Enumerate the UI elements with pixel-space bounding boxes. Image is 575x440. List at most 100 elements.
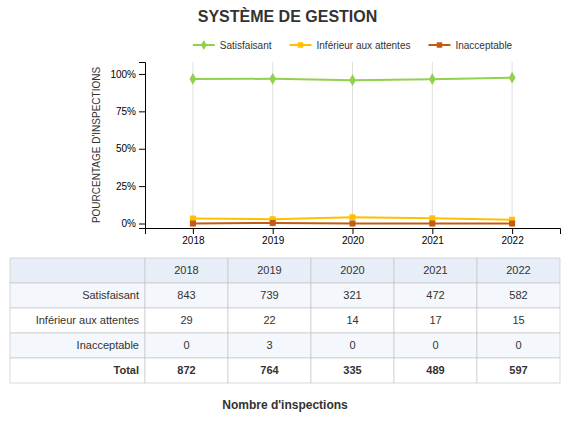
x-axis: 2018 2019 2020 2021 2022 <box>146 228 561 246</box>
tick-mark <box>139 224 145 225</box>
tick-label: 25% <box>116 181 136 192</box>
table-cell <box>145 308 228 333</box>
tick-mark <box>512 228 513 234</box>
table: 20182019202020212022Satisfaisant84373932… <box>10 258 560 383</box>
series-point <box>190 221 196 227</box>
series-point <box>270 220 276 226</box>
legend-label: Inférieur aux attentes <box>317 40 411 51</box>
table-header: 2018 <box>174 264 198 276</box>
series-point <box>509 72 516 84</box>
table-value: 764 <box>260 364 279 376</box>
table-value: 0 <box>432 339 438 351</box>
tick: 0% <box>122 218 145 229</box>
tick: 100% <box>110 69 145 80</box>
tick-mark <box>353 228 354 234</box>
table-cell <box>311 358 394 383</box>
legend-item: Satisfaisant <box>193 40 272 51</box>
table-cell <box>477 333 560 358</box>
y-axis: 0%25%50%75%100% <box>110 63 145 230</box>
axis-line <box>139 63 146 229</box>
table-cell <box>10 358 145 383</box>
tick-label: 2021 <box>422 235 445 246</box>
table-value: 0 <box>183 339 189 351</box>
table-value: 582 <box>509 289 527 301</box>
tick-label: 2018 <box>182 235 205 246</box>
table-value: 597 <box>509 364 527 376</box>
tick: 2020 <box>342 228 365 246</box>
series-point <box>429 73 436 85</box>
table-cell <box>228 283 311 308</box>
table-value: 843 <box>177 289 195 301</box>
legend-marker <box>437 42 442 47</box>
table-value: 0 <box>515 339 521 351</box>
table-cell <box>311 283 394 308</box>
table-cell <box>477 258 560 283</box>
tick-mark <box>139 74 145 75</box>
table-value: 3 <box>266 339 272 351</box>
legend-item: Inacceptable <box>428 40 512 51</box>
table-cell <box>311 308 394 333</box>
table-cell <box>145 333 228 358</box>
table-value: 472 <box>426 289 444 301</box>
table-row-label: Inacceptable <box>77 339 139 351</box>
tick-mark <box>273 228 274 234</box>
table-value: 489 <box>426 364 444 376</box>
tick: 2021 <box>422 228 445 246</box>
table-cell <box>394 308 477 333</box>
table-cell <box>10 308 145 333</box>
table-value: 17 <box>429 314 441 326</box>
tick: 2022 <box>501 228 524 246</box>
table-cell <box>228 333 311 358</box>
table-row-label: Inférieur aux attentes <box>36 314 140 326</box>
table-cell <box>477 308 560 333</box>
grid-line <box>432 62 433 228</box>
grid-line <box>512 62 513 228</box>
series-point <box>189 73 196 85</box>
tick-mark <box>432 228 433 234</box>
tick-mark <box>139 111 145 112</box>
table-value: 321 <box>343 289 361 301</box>
table-cell <box>228 258 311 283</box>
table-row-label: Satisfaisant <box>82 289 139 301</box>
table-cell <box>145 283 228 308</box>
series-point <box>509 221 515 227</box>
table-value: 29 <box>180 314 192 326</box>
table-cell <box>311 258 394 283</box>
table-value: 15 <box>512 314 524 326</box>
table-value: 739 <box>260 289 278 301</box>
series-point <box>349 74 356 86</box>
tick-label: 2020 <box>342 235 365 246</box>
table-cell <box>311 333 394 358</box>
legend-label: Inacceptable <box>455 40 512 51</box>
series-point <box>269 73 276 85</box>
tick-label: 2022 <box>501 235 524 246</box>
plot-area <box>189 72 515 227</box>
y-axis-title: POURCENTAGE D'INSPECTIONS <box>91 67 102 224</box>
legend-marker <box>201 40 207 50</box>
tick-label: 0% <box>122 218 137 229</box>
table-cell <box>477 358 560 383</box>
grid <box>193 62 512 228</box>
tick-mark <box>193 228 194 234</box>
tick-label: 100% <box>110 69 136 80</box>
table-value: 22 <box>263 314 275 326</box>
legend-marker <box>298 42 303 47</box>
tick: 2019 <box>262 228 285 246</box>
table-cell <box>228 358 311 383</box>
grid-line <box>352 62 353 228</box>
title: SYSTÈME DE GESTION <box>198 7 378 25</box>
table-cell <box>394 283 477 308</box>
table-value: 872 <box>177 364 195 376</box>
legend-item: Inférieur aux attentes <box>290 40 411 51</box>
table-header: 2021 <box>423 264 447 276</box>
chart: SYSTÈME DE GESTION 2018 2019 2020 2021 2022 0%… <box>0 0 575 440</box>
table-cell <box>228 308 311 333</box>
legend-label: Satisfaisant <box>220 40 272 51</box>
x-axis-title: Nombre d'inspections <box>222 398 348 412</box>
table-header: 2022 <box>506 264 530 276</box>
table-cell <box>10 258 145 283</box>
tick: 2018 <box>182 228 205 246</box>
series-point <box>429 215 435 221</box>
table-value: 335 <box>343 364 361 376</box>
legend: Satisfaisant Inférieur aux attentes Inacce… <box>193 40 513 51</box>
